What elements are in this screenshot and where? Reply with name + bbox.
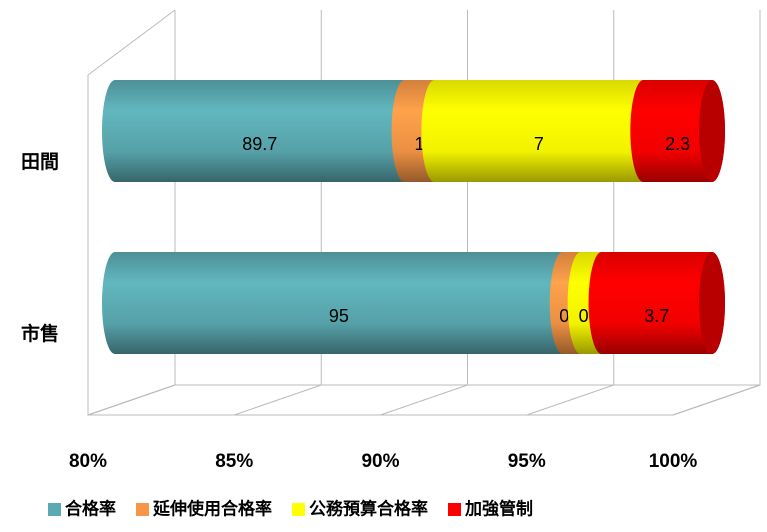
category-label: 市售 (21, 322, 59, 345)
back-wall (87, 9, 176, 416)
bar-segment (102, 80, 418, 182)
legend-swatch (136, 503, 149, 516)
bar-end-cap (699, 80, 725, 182)
legend-label: 公務預算合格率 (309, 498, 428, 518)
legend-swatch (448, 503, 461, 516)
grid-line-floor (380, 384, 468, 416)
legend-swatch (48, 503, 61, 516)
grid-line-floor (526, 384, 614, 416)
bar-segment (102, 252, 576, 354)
x-tick-label: 80% (69, 451, 107, 472)
data-label: 3.7 (644, 306, 669, 326)
bar-end-cap (699, 252, 725, 354)
grid-line-floor (234, 384, 322, 416)
legend-label: 加強管制 (464, 498, 533, 518)
legend-label: 合格率 (65, 498, 116, 518)
data-label: 89.7 (242, 134, 277, 154)
x-tick-label: 90% (361, 451, 399, 472)
grid-line-floor (672, 384, 761, 416)
x-tick-label: 100% (649, 451, 698, 472)
data-label: 7 (534, 134, 544, 154)
data-label: 95 (329, 306, 349, 326)
x-tick-label: 85% (215, 451, 253, 472)
category-label: 田間 (21, 151, 59, 173)
bar-segment (588, 252, 725, 354)
data-label: 1 (414, 134, 424, 154)
x-tick-label: 95% (508, 451, 546, 472)
data-label: 2.3 (665, 134, 690, 154)
grid-line-floor (87, 384, 176, 416)
legend-label: 延伸使用合格率 (152, 498, 272, 518)
legend-swatch (292, 503, 305, 516)
bar-segment (421, 80, 657, 182)
